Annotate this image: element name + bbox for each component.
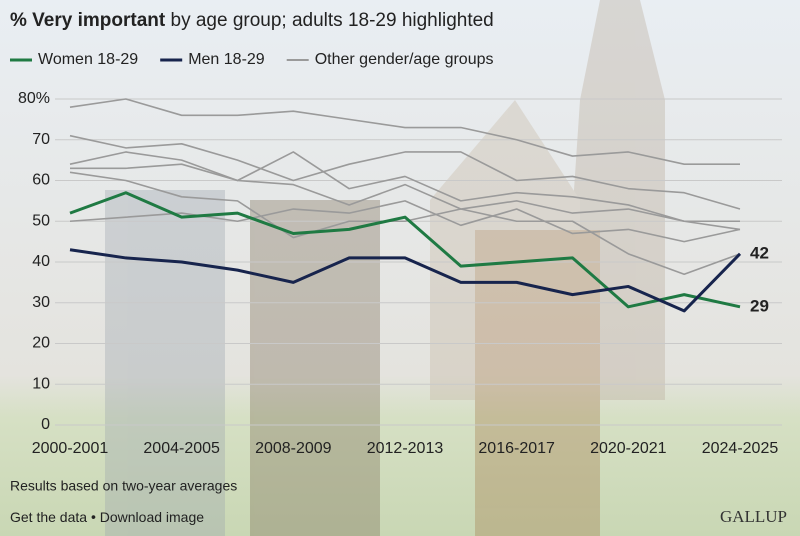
other-line xyxy=(69,98,740,165)
x-tick-label: 2016-2017 xyxy=(478,440,555,457)
title-rest: by age group; adults 18-29 highlighted xyxy=(171,10,494,31)
y-tick-label: 70 xyxy=(32,131,50,148)
y-tick-label: 20 xyxy=(32,335,50,352)
get-data-link[interactable]: Get the data xyxy=(10,509,87,525)
y-tick-label: 60 xyxy=(32,172,50,189)
series-line xyxy=(69,191,741,309)
y-tick-label: 0 xyxy=(41,416,50,433)
y-tick-label: 80% xyxy=(18,90,50,107)
end-label: 42 xyxy=(750,243,769,262)
other-line xyxy=(70,163,741,231)
other-line xyxy=(69,151,740,223)
legend: Women 18-29 Men 18-29 Other gender/age gro… xyxy=(10,51,494,68)
note: Results based on two-year averages xyxy=(10,478,237,494)
y-tick-label: 50 xyxy=(32,212,50,229)
other-line xyxy=(69,134,741,210)
y-tick-label: 40 xyxy=(32,253,50,270)
legend-label: Women 18-29 xyxy=(38,51,138,68)
logo: GALLUP xyxy=(720,507,787,526)
x-tick-label: 2020-2021 xyxy=(590,440,667,457)
x-tick-label: 2008-2009 xyxy=(255,440,332,457)
links: Get the data • Download image xyxy=(10,509,204,525)
x-tick-label: 2012-2013 xyxy=(367,440,444,457)
y-tick-label: 10 xyxy=(32,375,50,392)
download-link[interactable]: Download image xyxy=(100,509,204,525)
x-tick-label: 2000-2001 xyxy=(32,440,109,457)
title-bold: % Very important xyxy=(10,10,166,31)
y-tick-label: 30 xyxy=(32,294,50,311)
chart-title: % Very important by age group; adults 18… xyxy=(10,10,494,31)
legend-label: Other gender/age groups xyxy=(315,51,494,68)
other-line xyxy=(69,200,741,243)
other-line xyxy=(69,171,741,276)
x-tick-label: 2024-2025 xyxy=(702,440,779,457)
series-line xyxy=(69,248,742,313)
end-label: 29 xyxy=(750,296,769,315)
plot: 0 10 20 30 40 50 60 70 80% 2000-2001 2004-2005 2008… xyxy=(18,90,782,457)
x-tick-label: 2004-2005 xyxy=(143,440,220,457)
legend-label: Men 18-29 xyxy=(188,51,265,68)
